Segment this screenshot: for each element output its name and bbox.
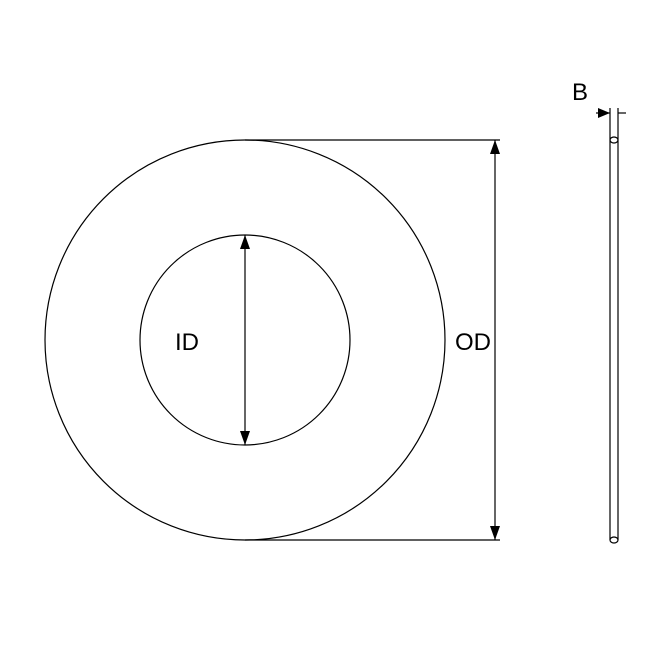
dimension-od: OD: [245, 140, 500, 540]
side-view: [610, 137, 618, 543]
id-label: ID: [175, 329, 199, 356]
b-label: B: [572, 79, 588, 106]
dimension-id: ID: [175, 235, 250, 445]
dimension-b: B: [572, 79, 626, 140]
washer-diagram: ID OD B: [0, 0, 670, 670]
od-label: OD: [455, 329, 491, 356]
